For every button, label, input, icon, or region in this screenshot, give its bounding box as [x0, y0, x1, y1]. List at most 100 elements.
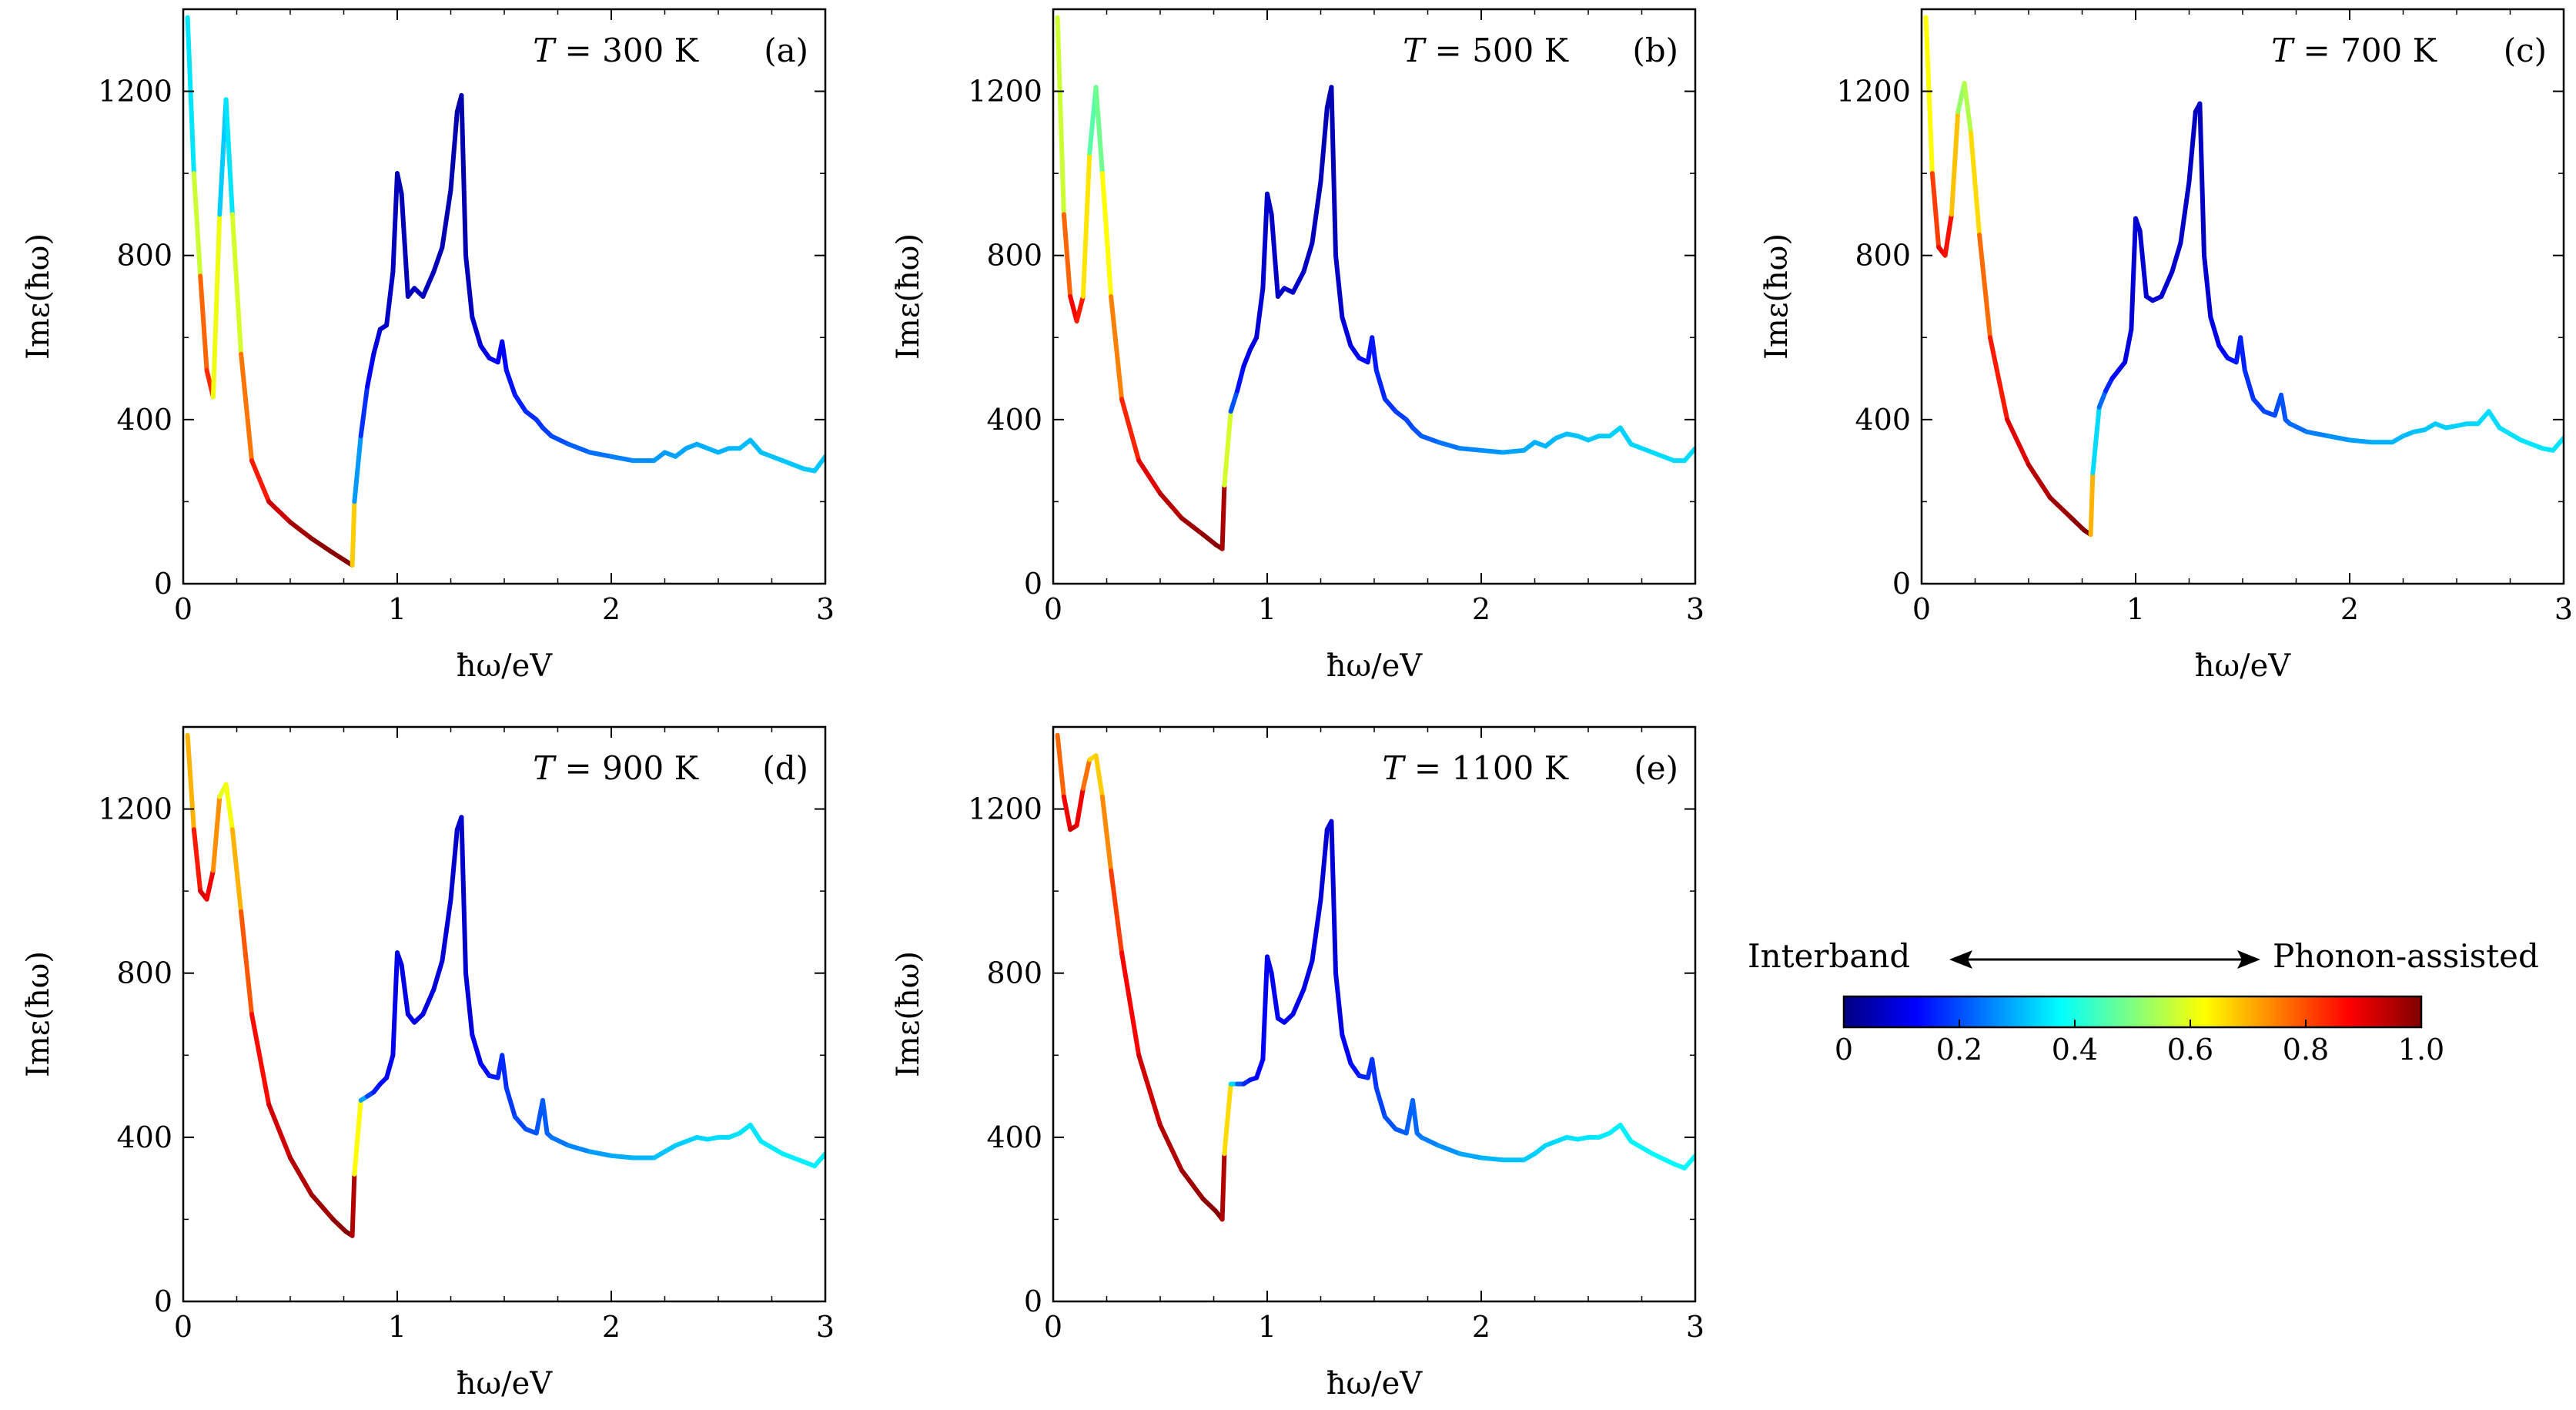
line-segment	[1301, 240, 1315, 274]
line-segment	[2279, 392, 2288, 422]
line-segment	[1650, 450, 1677, 464]
line-segment	[549, 1134, 571, 1148]
line-segment	[2047, 495, 2074, 521]
line-segment	[2069, 515, 2087, 533]
line-segment	[512, 392, 528, 414]
line-segment	[390, 950, 400, 1058]
line-segment	[1382, 397, 1398, 414]
y-axis: 0 400 800 1200	[968, 75, 1695, 601]
line-segment	[1942, 212, 1954, 258]
line-segment	[420, 987, 437, 1016]
y-tick-label: 800	[116, 956, 172, 990]
line-segment	[1682, 1153, 1695, 1171]
y-tick-label: 1200	[968, 75, 1042, 109]
line-segment	[1093, 85, 1105, 176]
line-segment	[2005, 417, 2031, 467]
x-tick-label: 2	[2340, 592, 2359, 626]
line-segment	[229, 827, 244, 914]
line-segment	[748, 1122, 764, 1144]
x-tick-label: 1	[1258, 592, 1276, 626]
line-segment	[470, 314, 483, 348]
line-segment	[2202, 253, 2213, 320]
line-segment	[1200, 532, 1219, 548]
plot-frame	[1052, 725, 1697, 1303]
line-segment	[2304, 429, 2331, 439]
line-segment	[1628, 1139, 1655, 1157]
colorbar-tick-label: 0.6	[2167, 1033, 2213, 1067]
y-axis-label: Imε(ħω)	[891, 233, 926, 360]
line-segment	[330, 1217, 349, 1234]
line-segment	[2197, 101, 2206, 258]
line-segment	[2238, 335, 2247, 373]
x-axis-label: ħω/eV	[1326, 1366, 1423, 1402]
chart-panel-e: 0 1 2 3 0 400 800 1200 ħω/eV Imε(ħω) T = 1100 K (e)	[891, 725, 1705, 1402]
line-segment	[1929, 171, 1942, 250]
series-line	[1055, 15, 1695, 551]
colorbar: Interband Phonon-assisted 0 0.2 0.4 0.6 0.8 1…	[1748, 937, 2539, 1067]
x-tick-label: 3	[816, 1310, 835, 1344]
line-segment	[2208, 314, 2222, 348]
line-segment	[1109, 868, 1124, 956]
line-segment	[2497, 425, 2524, 443]
x-tick-label: 3	[1686, 592, 1705, 626]
line-segment	[1370, 1057, 1379, 1090]
line-segment	[390, 171, 400, 274]
y-axis: 0 400 800 1200	[98, 792, 825, 1318]
line-segment	[1923, 15, 1935, 176]
chart-panel-d: 0 1 2 3 0 400 800 1200 ħω/eV Imε(ħω) T = 900 K (d)	[21, 725, 835, 1402]
plot-frame	[182, 725, 827, 1303]
line-segment	[1074, 294, 1086, 323]
y-axis: 0 400 800 1200	[968, 792, 1695, 1318]
temperature-symbol: T	[2271, 32, 2295, 69]
line-segment	[1628, 441, 1655, 455]
y-tick-label: 800	[986, 239, 1042, 273]
line-segment	[1099, 171, 1114, 299]
line-segment	[1055, 15, 1066, 217]
temperature-symbol: T	[533, 32, 557, 69]
line-segment	[448, 109, 460, 193]
line-segment	[1479, 1155, 1505, 1163]
line-segment	[249, 1012, 272, 1107]
colorbar-tick-label: 0.2	[1936, 1033, 1982, 1067]
line-segment	[1099, 794, 1114, 873]
temperature-value: = 700 K	[2293, 32, 2437, 69]
temperature-symbol: T	[533, 749, 557, 787]
y-tick-label: 0	[154, 567, 172, 601]
y-tick-label: 1200	[1836, 75, 1911, 109]
chart-panel-b: 0 1 2 3 0 400 800 1200 ħω/eV Imε(ħω) T = 500 K (b)	[891, 8, 1705, 684]
colorbar-right-label: Phonon-assisted	[2273, 937, 2539, 975]
line-segment	[330, 551, 349, 564]
line-segment	[587, 1149, 614, 1158]
line-segment	[459, 92, 468, 258]
line-segment	[1219, 483, 1227, 551]
line-segment	[1222, 1081, 1233, 1157]
x-axis: 0 1 2 3	[174, 9, 835, 626]
x-tick-label: 2	[602, 1310, 621, 1344]
y-tick-label: 400	[1855, 403, 1911, 437]
line-segment	[384, 1053, 396, 1080]
line-segment	[2287, 421, 2310, 434]
plot-frame	[1920, 8, 2565, 585]
temperature-annotation: T = 300 K	[533, 32, 699, 69]
y-tick-label: 400	[116, 403, 172, 437]
line-segment	[1080, 150, 1092, 299]
line-segment	[2096, 388, 2109, 410]
temperature-annotation: T = 900 K	[533, 749, 699, 787]
x-tick-label: 2	[1472, 592, 1490, 626]
arrow-right-head-icon	[2237, 950, 2260, 969]
line-segment	[1348, 1060, 1362, 1078]
x-axis: 0 1 2 3	[1912, 9, 2573, 626]
line-segment	[1340, 1032, 1353, 1066]
line-segment	[350, 499, 357, 568]
line-segment	[1650, 1151, 1677, 1167]
temperature-value: = 1100 K	[1403, 749, 1569, 787]
line-segment	[266, 499, 293, 525]
line-segment	[1119, 950, 1142, 1058]
line-segment	[1080, 757, 1092, 791]
y-tick-label: 800	[1855, 239, 1911, 273]
line-segment	[185, 732, 196, 832]
x-axis: 0 1 2 3	[1044, 727, 1705, 1344]
line-segment	[2347, 437, 2374, 445]
line-segment	[440, 896, 453, 963]
